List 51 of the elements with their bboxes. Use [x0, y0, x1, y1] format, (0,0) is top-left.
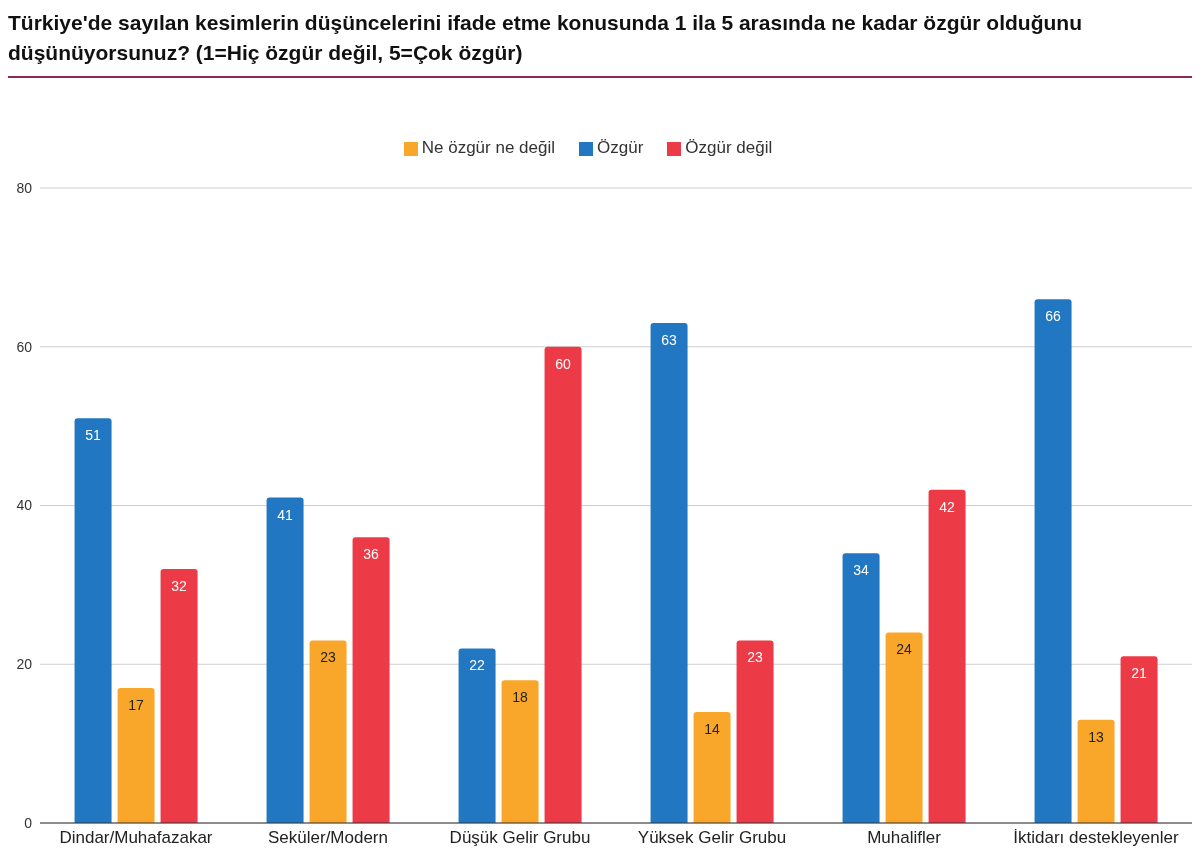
bar — [266, 497, 304, 823]
bar — [544, 346, 582, 823]
bar — [74, 418, 112, 823]
data-label: 18 — [512, 689, 529, 706]
legend-label: Özgür — [597, 138, 644, 157]
x-tick-label: Muhalifler — [867, 828, 942, 848]
data-label: 51 — [85, 427, 102, 444]
bar — [1120, 656, 1158, 823]
bar — [160, 569, 198, 823]
bar — [117, 688, 155, 823]
data-label: 42 — [939, 498, 956, 515]
y-tick-label: 40 — [16, 497, 33, 514]
legend-label: Ne özgür ne değil — [421, 138, 556, 157]
x-tick-label: Dindar/Muhafazakar — [59, 828, 213, 848]
data-label: 22 — [469, 657, 486, 674]
data-label: 36 — [363, 546, 380, 563]
data-label: 66 — [1045, 308, 1062, 325]
data-label: 32 — [171, 577, 188, 594]
y-tick-label: 60 — [16, 338, 33, 355]
bar — [693, 711, 731, 823]
bar — [842, 553, 880, 823]
data-label: 60 — [555, 355, 572, 372]
bar — [928, 489, 966, 823]
data-label: 14 — [704, 720, 721, 737]
data-label: 41 — [277, 506, 294, 523]
chart-title: Türkiye'de sayılan kesimlerin düşüncelerini ifade etme konusunda 1 ila 5 arasında ne kadar özgür olduğunu düşünüyorsunuz? (1=Hiç özgür değil, 5=Çok özgür) — [8, 10, 1083, 66]
bar — [458, 648, 496, 823]
bar — [736, 640, 774, 823]
x-tick-label: İktidarı destekleyenler — [1013, 828, 1180, 848]
x-tick-label: Yüksek Gelir Grubu — [637, 828, 787, 848]
bar — [501, 680, 539, 823]
legend-label: Özgür değil — [685, 138, 773, 157]
data-label: 63 — [661, 331, 678, 348]
x-tick-label: Düşük Gelir Grubu — [449, 828, 591, 848]
data-label: 23 — [747, 649, 764, 666]
bar — [1034, 299, 1072, 823]
x-tick-label: Seküler/Modern — [267, 828, 389, 848]
data-label: 21 — [1131, 665, 1148, 682]
data-label: 17 — [128, 697, 145, 713]
data-label: 13 — [1088, 728, 1105, 745]
bar — [309, 640, 347, 823]
data-label: 24 — [896, 641, 913, 658]
y-tick-label: 20 — [16, 656, 33, 673]
bar — [1077, 719, 1115, 823]
y-tick-label: 0 — [24, 814, 33, 831]
y-tick-label: 80 — [16, 179, 33, 196]
bar — [650, 322, 688, 823]
data-label: 23 — [320, 649, 337, 666]
bar — [885, 632, 923, 823]
data-label: 34 — [853, 562, 870, 579]
bar — [352, 537, 390, 823]
